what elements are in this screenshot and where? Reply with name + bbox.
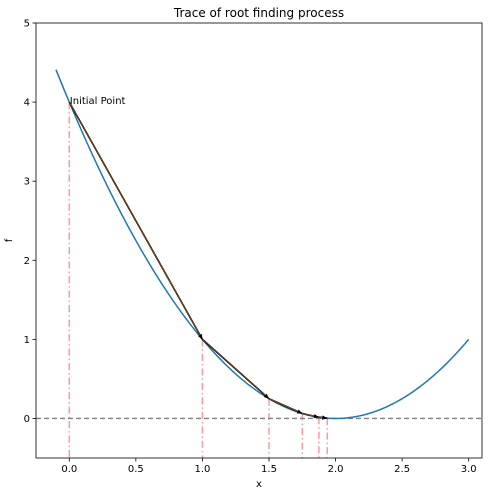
arrowhead (313, 413, 319, 419)
x-tick-label: 2.5 (394, 464, 410, 475)
tangent-segment-inner (268, 398, 303, 414)
tangent-segment-inner (69, 101, 203, 340)
arrowhead (198, 333, 203, 340)
x-axis: 0.0 0.5 1.0 1.5 2.0 2.5 3.0 (61, 458, 477, 475)
tangent-steps (68, 101, 328, 420)
x-axis-label: x (256, 479, 262, 490)
x-tick-label: 1.5 (261, 464, 277, 475)
arrowhead (296, 409, 303, 414)
chart-title: Trace of root finding process (173, 6, 344, 20)
y-tick-label: 3 (24, 177, 30, 188)
arrowhead (322, 415, 328, 420)
x-tick-label: 1.0 (194, 464, 210, 475)
arrowhead (263, 393, 269, 399)
x-tick-label: 0.5 (128, 464, 144, 475)
y-axis-label: f (4, 238, 15, 242)
tangent-segment-inner (202, 339, 270, 399)
function-curve (55, 69, 470, 420)
x-tick-label: 0.0 (61, 464, 77, 475)
y-tick-label: 0 (24, 414, 30, 425)
y-tick-label: 5 (24, 19, 30, 30)
y-tick-label: 1 (24, 335, 30, 346)
y-axis: 0 1 2 3 4 5 (24, 19, 36, 425)
y-tick-label: 4 (24, 98, 30, 109)
initial-point-annotation: Initial Point (70, 96, 126, 107)
drop-lines (68, 102, 328, 458)
y-tick-label: 2 (24, 256, 30, 267)
plot-frame (35, 22, 483, 459)
x-tick-label: 3.0 (461, 464, 477, 475)
x-tick-label: 2.0 (328, 464, 344, 475)
